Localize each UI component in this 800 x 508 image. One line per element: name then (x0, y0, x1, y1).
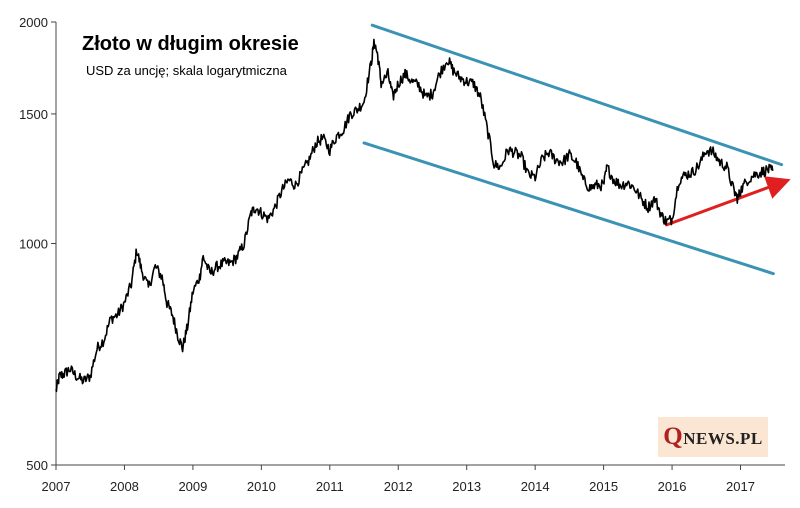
chart-title: Złoto w długim okresie (82, 33, 299, 55)
x-tick-label: 2007 (42, 479, 71, 494)
logo-q: Q (663, 423, 684, 450)
x-tick-label: 2017 (726, 479, 755, 494)
qnews-logo: QNEWS.PL (658, 417, 768, 457)
logo-rest: NEWS.PL (683, 429, 763, 448)
x-tick-label: 2009 (178, 479, 207, 494)
trend-arrow (665, 176, 791, 227)
x-tick-label: 2013 (452, 479, 481, 494)
axes (51, 21, 785, 470)
x-tick-label: 2008 (110, 479, 139, 494)
x-tick-label: 2016 (658, 479, 687, 494)
logo-text: QNEWS.PL (658, 423, 768, 451)
tick-labels: 500 1000 1500 2000 2007 2008 2009 2010 2011 2012 2… (19, 15, 755, 494)
x-tick-label: 2010 (247, 479, 276, 494)
series (55, 38, 774, 393)
chart-subtitle: USD za uncję; skala logarytmiczna (86, 63, 288, 78)
y-tick-label: 1000 (19, 237, 48, 252)
x-tick-label: 2011 (316, 479, 344, 494)
x-tick-label: 2012 (384, 479, 413, 494)
x-tick-label: 2014 (521, 479, 550, 494)
trendlines (362, 23, 791, 276)
x-tick-label: 2015 (589, 479, 618, 494)
channel-trendline (362, 141, 775, 276)
channel-trendline (370, 23, 784, 167)
y-tick-label: 1500 (19, 107, 48, 122)
gold-price-line (55, 38, 774, 393)
y-tick-label: 500 (26, 458, 48, 473)
y-tick-label: 2000 (19, 15, 48, 30)
